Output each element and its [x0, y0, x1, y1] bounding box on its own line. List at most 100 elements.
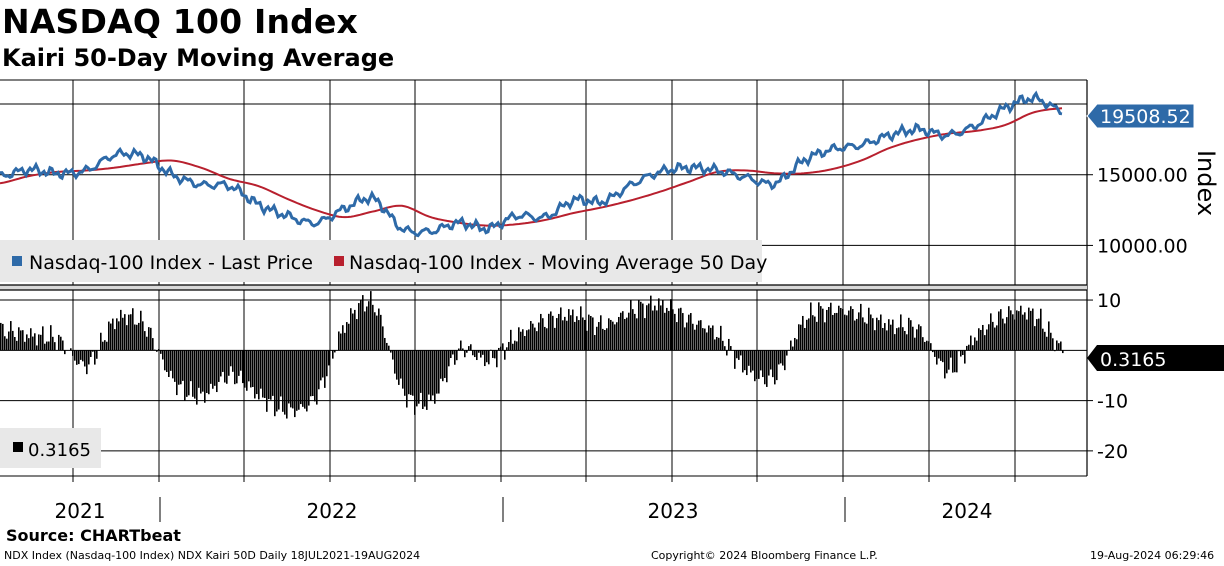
kairi-bar — [172, 350, 174, 379]
kairi-bar — [226, 350, 228, 384]
kairi-bar — [966, 345, 968, 351]
kairi-bar — [926, 340, 928, 351]
kairi-bar — [106, 341, 108, 351]
kairi-bar — [942, 350, 944, 363]
kairi-bar — [202, 350, 204, 392]
y-tick-label: 10 — [1097, 290, 1121, 312]
kairi-bar — [586, 330, 588, 351]
kairi-bar — [1022, 314, 1024, 351]
kairi-bar — [380, 314, 382, 351]
kairi-bar — [838, 305, 840, 351]
kairi-bar — [1042, 328, 1044, 351]
kairi-bar — [464, 350, 466, 358]
kairi-bar — [14, 337, 16, 351]
kairi-bar — [954, 350, 956, 373]
kairi-bar — [334, 350, 336, 353]
kairi-bar — [994, 327, 996, 351]
kairi-bar — [306, 350, 308, 412]
kairi-bar — [272, 350, 274, 396]
kairi-bar — [446, 350, 448, 383]
kairi-bar — [398, 350, 400, 385]
chart-subtitle: Kairi 50-Day Moving Average — [2, 44, 395, 72]
kairi-bar — [332, 350, 334, 359]
kairi-bar — [452, 350, 454, 355]
kairi-bar — [566, 320, 568, 351]
kairi-bar — [650, 295, 652, 351]
kairi-bar — [232, 350, 234, 372]
kairi-bar — [604, 330, 606, 351]
kairi-bar — [840, 307, 842, 351]
kairi-bar — [568, 309, 570, 351]
kairi-bar — [708, 325, 710, 351]
kairi-bar — [886, 330, 888, 351]
kairi-bar — [116, 318, 118, 351]
kairi-bar — [602, 328, 604, 351]
kairi-bar — [960, 350, 962, 357]
kairi-bar — [498, 347, 500, 351]
kairi-bar — [614, 324, 616, 351]
kairi-bar — [1000, 309, 1002, 351]
kairi-bar — [364, 311, 366, 351]
kairi-bar — [86, 350, 88, 375]
kairi-bar — [338, 331, 340, 351]
kairi-bar — [594, 335, 596, 351]
kairi-bar — [726, 350, 728, 356]
last-price-tag: 19508.52 — [1086, 103, 1195, 129]
kairi-bar — [734, 350, 736, 369]
kairi-bar — [1060, 341, 1062, 351]
kairi-bar — [916, 329, 918, 351]
kairi-bar — [196, 350, 198, 405]
kairi-bar — [622, 311, 624, 351]
footer-left: NDX Index (Nasdaq-100 Index) NDX Kairi 5… — [4, 549, 421, 562]
kairi-bar — [1048, 321, 1050, 351]
kairi-bar — [1006, 317, 1008, 351]
kairi-bar — [612, 321, 614, 351]
kairi-bar — [174, 350, 176, 382]
kairi-bar — [982, 324, 984, 351]
kairi-bar — [970, 335, 972, 351]
kairi-bar — [694, 329, 696, 351]
kairi-bar — [412, 350, 414, 396]
kairi-bar — [856, 318, 858, 351]
kairi-bar — [408, 350, 410, 395]
kairi-bar — [168, 350, 170, 377]
kairi-bar — [210, 350, 212, 384]
kairi-bar — [270, 350, 272, 400]
kairi-bar — [554, 327, 556, 351]
kairi-bar — [596, 326, 598, 351]
kairi-bar — [902, 327, 904, 351]
kairi-bar — [718, 337, 720, 351]
kairi-bar — [524, 336, 526, 351]
kairi-bar — [450, 350, 452, 359]
kairi-bar — [928, 341, 930, 351]
kairi-bar — [848, 310, 850, 351]
kairi-bar — [344, 332, 346, 351]
kairi-bar — [532, 323, 534, 351]
kairi-bar — [798, 324, 800, 351]
kairi-bar — [794, 337, 796, 351]
kairi-bar — [302, 350, 304, 407]
kairi-bar — [724, 346, 726, 351]
kairi-bar — [476, 350, 478, 361]
kairi-bar — [260, 350, 262, 389]
kairi-bar — [998, 311, 1000, 351]
kairi-bar — [120, 309, 122, 351]
kairi-bar — [500, 346, 502, 351]
kairi-bar — [686, 322, 688, 351]
kairi-value-tag: 0.3165 — [1087, 345, 1224, 371]
kairi-bar — [530, 321, 532, 351]
kairi-bar — [778, 350, 780, 365]
kairi-bar — [962, 350, 964, 356]
kairi-bar — [810, 302, 812, 351]
kairi-bar — [892, 319, 894, 351]
kairi-bar — [186, 350, 188, 397]
kairi-bar — [870, 314, 872, 351]
kairi-bar — [888, 319, 890, 351]
kairi-bar — [528, 329, 530, 351]
kairi-bar — [198, 350, 200, 388]
kairi-bar — [924, 341, 926, 351]
kairi-bar — [688, 314, 690, 351]
kairi-bar — [974, 337, 976, 351]
kairi-bar — [420, 350, 422, 393]
kairi-bar — [774, 350, 776, 385]
